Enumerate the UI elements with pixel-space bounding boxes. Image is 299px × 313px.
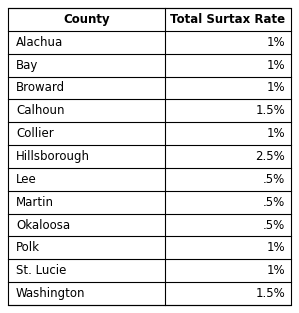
Text: 1.5%: 1.5% [255, 104, 285, 117]
Text: 2.5%: 2.5% [255, 150, 285, 163]
Text: 1%: 1% [266, 264, 285, 277]
Text: .5%: .5% [263, 196, 285, 209]
Text: Okaloosa: Okaloosa [16, 218, 70, 232]
Text: Alachua: Alachua [16, 36, 63, 49]
Text: Collier: Collier [16, 127, 54, 140]
Text: Hillsborough: Hillsborough [16, 150, 90, 163]
Text: St. Lucie: St. Lucie [16, 264, 66, 277]
Text: Calhoun: Calhoun [16, 104, 65, 117]
Text: Total Surtax Rate: Total Surtax Rate [170, 13, 286, 26]
Text: 1%: 1% [266, 36, 285, 49]
Text: County: County [63, 13, 110, 26]
Text: Washington: Washington [16, 287, 86, 300]
Text: 1%: 1% [266, 127, 285, 140]
Text: Lee: Lee [16, 173, 37, 186]
Text: Polk: Polk [16, 241, 40, 254]
Text: 1.5%: 1.5% [255, 287, 285, 300]
Text: .5%: .5% [263, 173, 285, 186]
Text: .5%: .5% [263, 218, 285, 232]
Text: Martin: Martin [16, 196, 54, 209]
Text: 1%: 1% [266, 81, 285, 95]
Text: 1%: 1% [266, 59, 285, 72]
Text: Broward: Broward [16, 81, 65, 95]
Text: Bay: Bay [16, 59, 38, 72]
Text: 1%: 1% [266, 241, 285, 254]
